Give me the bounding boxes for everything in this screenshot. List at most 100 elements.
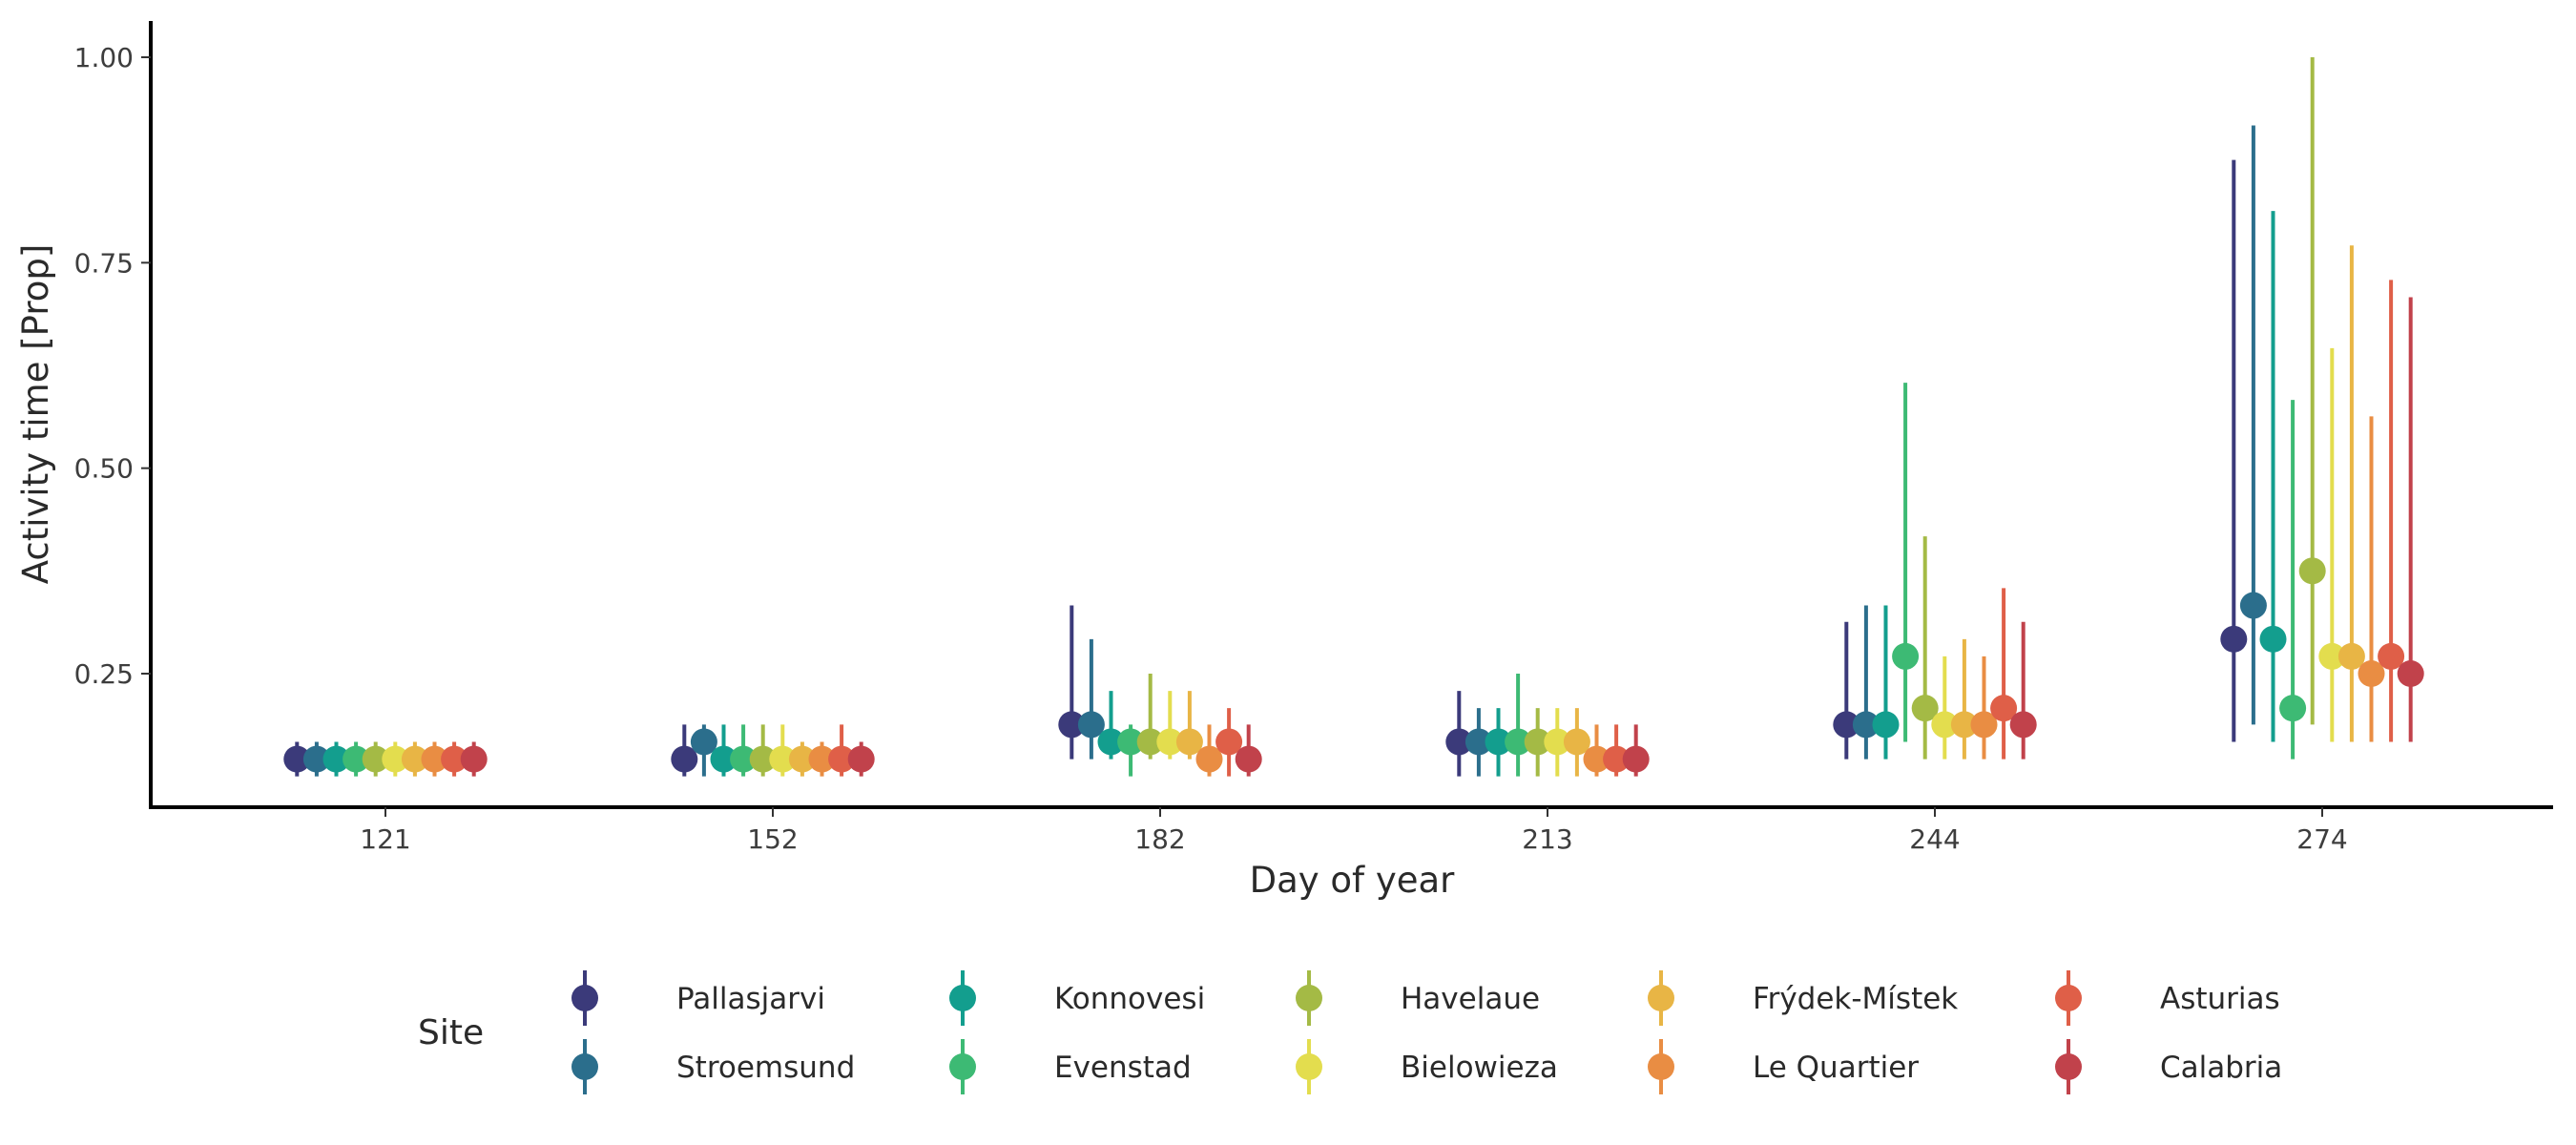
x-tick-label: 182	[1134, 823, 1185, 855]
legend-label: Stroemsund	[676, 1051, 855, 1085]
data-point	[421, 745, 448, 773]
data-point	[2378, 642, 2405, 670]
legend-item: Asturias	[2055, 970, 2280, 1026]
data-point	[362, 745, 389, 773]
series-asturias	[441, 280, 2405, 777]
x-tick-label: 213	[1522, 823, 1572, 855]
x-tick-label: 121	[360, 823, 410, 855]
series-calabria	[460, 297, 2424, 777]
data-point	[1950, 711, 1978, 739]
data-point	[1117, 728, 1145, 756]
legend-item: Konnovesi	[949, 970, 1205, 1026]
legend-key-point	[2055, 985, 2082, 1011]
data-point	[1852, 711, 1880, 739]
legend-label: Evenstad	[1054, 1051, 1192, 1085]
legend-item: Pallasjarvi	[571, 970, 825, 1026]
legend-label: Asturias	[2160, 982, 2280, 1016]
legend-label: Le Quartier	[1753, 1051, 1919, 1085]
data-point	[1505, 728, 1532, 756]
data-point	[1235, 745, 1262, 773]
x-tick-label: 274	[2296, 823, 2347, 855]
data-point	[1097, 728, 1125, 756]
y-tick-label: 0.25	[74, 658, 134, 690]
series-havelaue	[362, 57, 2326, 777]
x-axis-title: Day of year	[1250, 860, 1456, 901]
data-point	[441, 745, 468, 773]
data-point	[1175, 728, 1203, 756]
data-point	[1603, 745, 1631, 773]
legend-label: Pallasjarvi	[676, 982, 825, 1016]
data-point	[2397, 660, 2424, 687]
y-tick-label: 0.50	[74, 453, 134, 485]
data-point	[1563, 728, 1590, 756]
data-point	[302, 745, 330, 773]
data-point	[1583, 745, 1610, 773]
y-tick-label: 0.75	[74, 247, 134, 279]
legend-key-point	[949, 985, 976, 1011]
data-point	[2337, 642, 2365, 670]
data-point	[847, 745, 875, 773]
series-evenstad	[343, 383, 2307, 777]
data-point	[690, 728, 717, 756]
legend-key-point	[1648, 985, 1674, 1011]
data-point	[1990, 695, 2018, 722]
data-point	[1215, 728, 1243, 756]
legend-key-point	[1648, 1053, 1674, 1080]
data-point	[1622, 745, 1650, 773]
data-point	[1911, 695, 1939, 722]
data-point	[1485, 728, 1512, 756]
data-point	[1195, 745, 1223, 773]
series-bielowieza	[382, 347, 2346, 777]
axes	[149, 21, 2553, 809]
legend-item: Le Quartier	[1648, 1039, 1919, 1094]
legend: Site Pallasjarvi Stroemsund Konnovesi Evens…	[418, 970, 2282, 1094]
data-point	[2259, 625, 2287, 653]
series-le-quartier	[421, 416, 2385, 777]
data-point	[382, 745, 409, 773]
data-point	[283, 745, 311, 773]
series-konnovesi	[322, 211, 2287, 777]
legend-label: Konnovesi	[1054, 982, 1205, 1016]
data-point	[1077, 711, 1105, 739]
data-point	[2220, 625, 2248, 653]
data-point	[769, 745, 797, 773]
legend-key-point	[2055, 1053, 2082, 1080]
legend-key-point	[949, 1053, 976, 1080]
legend-label: Havelaue	[1401, 982, 1540, 1016]
data-point	[808, 745, 836, 773]
data-point	[1156, 728, 1184, 756]
series-fr-dek-m-stek	[401, 245, 2365, 777]
data-point	[2009, 711, 2037, 739]
legend-item: Calabria	[2055, 1039, 2282, 1094]
legend-label: Bielowieza	[1401, 1051, 1558, 1085]
data-point	[1465, 728, 1492, 756]
data-point	[2318, 642, 2346, 670]
data-point	[749, 745, 777, 773]
data-point	[322, 745, 350, 773]
legend-item: Bielowieza	[1296, 1039, 1558, 1094]
legend-key-point	[1296, 1053, 1322, 1080]
data-point	[788, 745, 816, 773]
data-point	[460, 745, 488, 773]
legend-item: Havelaue	[1296, 970, 1540, 1026]
data-marks	[283, 57, 2424, 777]
data-point	[343, 745, 370, 773]
data-point	[401, 745, 428, 773]
series-stroemsund	[302, 125, 2267, 777]
legend-label: Frýdek-Místek	[1753, 982, 1958, 1016]
data-point	[828, 745, 856, 773]
data-point	[710, 745, 737, 773]
y-ticks: 0.25 0.50 0.75 1.00	[74, 42, 151, 690]
data-point	[1524, 728, 1551, 756]
data-point	[1544, 728, 1571, 756]
data-point	[2279, 695, 2307, 722]
data-point	[1445, 728, 1473, 756]
legend-label: Calabria	[2160, 1051, 2282, 1085]
data-point	[1892, 642, 1920, 670]
y-axis-title: Activity time [Prop]	[15, 244, 56, 585]
data-point	[1136, 728, 1164, 756]
data-point	[1833, 711, 1860, 739]
legend-key-point	[1296, 985, 1322, 1011]
